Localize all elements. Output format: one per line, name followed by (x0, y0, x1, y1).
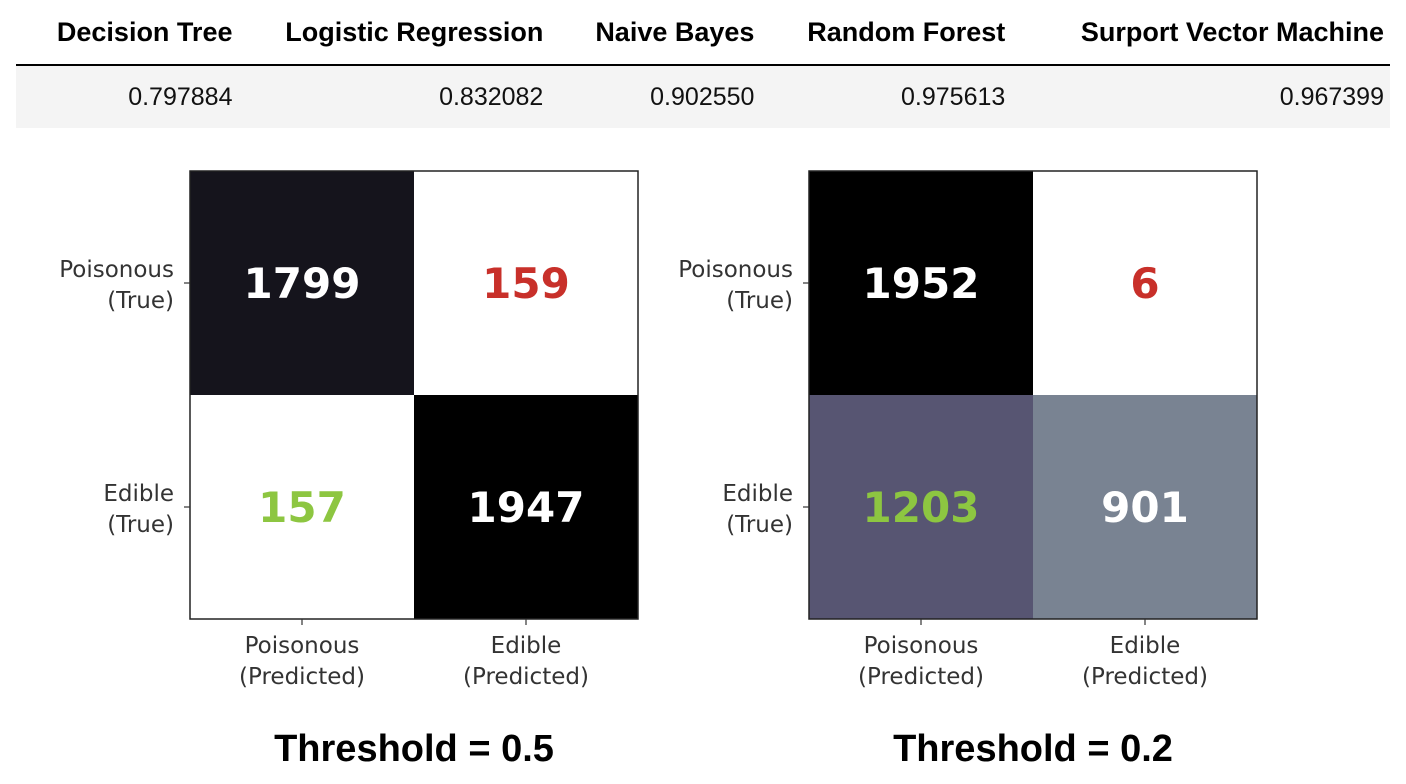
matrix-cell-r1-c0 (809, 395, 1033, 619)
matrix-cell-value-r0-c0: 1799 (244, 259, 361, 308)
threshold-caption: Threshold = 0.5 (274, 728, 554, 770)
y-tick-label: (True) (726, 512, 793, 538)
confusion-matrix-1: 1799 159 157 1947 Poisonous (True) Edible (True… (59, 170, 639, 770)
matrix-cell-r1-c1 (414, 395, 638, 619)
x-tick-label: Edible (1110, 633, 1181, 659)
x-tick-label: (Predicted) (463, 664, 589, 690)
x-tick-label: (Predicted) (858, 664, 984, 690)
y-tick-label: (True) (107, 288, 174, 314)
matrix-frame (189, 170, 639, 620)
matrix-cell-r0-c1 (414, 171, 638, 395)
y-tick-label: (True) (726, 288, 793, 314)
matrix-cell-r1-c0 (190, 395, 414, 619)
value-logistic-regression: 0.832082 (238, 65, 550, 128)
y-tick-label: Poisonous (678, 257, 793, 283)
header-naive-bayes: Naive Bayes (549, 0, 761, 66)
table-row: 0.797884 0.832082 0.902550 0.975613 0.96… (16, 65, 1390, 128)
value-naive-bayes: 0.902550 (549, 65, 761, 128)
matrix-cell-value-r0-c1: 159 (482, 259, 570, 308)
confusion-matrices: 1799 159 157 1947 Poisonous (True) Edible (True… (59, 170, 1258, 770)
matrix-cell-value-r1-c0: 157 (258, 483, 346, 532)
matrix-cell-r0-c0 (190, 171, 414, 395)
y-tick-label: (True) (107, 512, 174, 538)
threshold-caption: Threshold = 0.2 (893, 728, 1173, 770)
confusion-matrix-2: 1952 6 1203 901 Poisonous (True) Edible (True) P… (678, 170, 1258, 770)
model-scores-table: Decision Tree Logistic Regression Naive … (16, 0, 1390, 128)
x-tick-label: (Predicted) (239, 664, 365, 690)
value-random-forest: 0.975613 (760, 65, 1012, 128)
x-tick-label: Edible (491, 633, 562, 659)
matrix-cell-value-r0-c1: 6 (1130, 259, 1159, 308)
matrix-cell-value-r1-c1: 1947 (468, 483, 585, 532)
matrix-cell-r1-c1 (1033, 395, 1257, 619)
header-logistic-regression: Logistic Regression (238, 0, 550, 66)
value-support-vector-machine: 0.967399 (1011, 65, 1390, 128)
header-random-forest: Random Forest (760, 0, 1012, 66)
y-tick-label: Edible (103, 481, 174, 507)
x-tick-label: Poisonous (245, 633, 360, 659)
matrix-cell-value-r0-c0: 1952 (863, 259, 980, 308)
value-decision-tree: 0.797884 (16, 65, 239, 128)
matrix-frame (808, 170, 1258, 620)
matrix-cell-r0-c0 (809, 171, 1033, 395)
y-tick-label: Edible (722, 481, 793, 507)
x-tick-label: Poisonous (864, 633, 979, 659)
table-header-row: Decision Tree Logistic Regression Naive … (16, 0, 1390, 66)
header-support-vector-machine: Surport Vector Machine (1011, 0, 1390, 66)
header-decision-tree: Decision Tree (16, 0, 239, 66)
matrix-cell-r0-c1 (1033, 171, 1257, 395)
matrix-cell-value-r1-c0: 1203 (863, 483, 980, 532)
y-tick-label: Poisonous (59, 257, 174, 283)
matrix-cell-value-r1-c1: 901 (1101, 483, 1189, 532)
x-tick-label: (Predicted) (1082, 664, 1208, 690)
